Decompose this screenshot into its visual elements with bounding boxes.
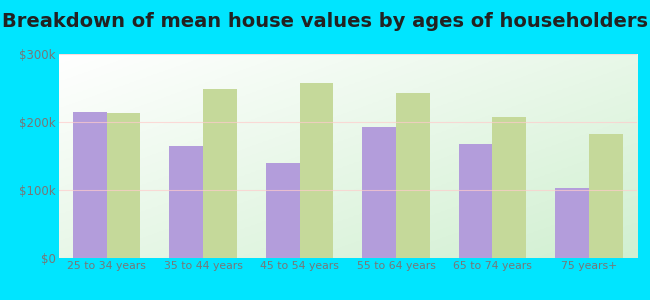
Bar [300,82,333,258]
Text: Breakdown of mean house values by ages of householders: Breakdown of mean house values by ages o… [2,12,648,31]
Bar [396,93,430,258]
Bar [555,188,589,258]
Bar [362,128,396,258]
Bar [170,146,203,258]
Bar [203,89,237,258]
Bar [589,134,623,258]
Bar [107,113,140,258]
Bar [493,117,526,258]
Bar [73,112,107,258]
Bar [266,163,300,258]
Bar [459,144,493,258]
